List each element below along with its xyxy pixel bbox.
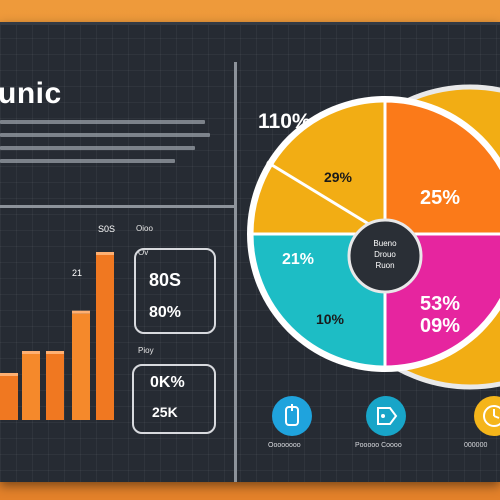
clock-icon[interactable] [474,396,500,436]
small-label-1: Oioo [136,224,153,233]
bar [0,376,18,420]
pie-divider [266,160,386,236]
bar-cap [72,310,90,314]
bar [72,313,90,420]
pie-center-text: Ruon [375,261,394,270]
pie-center-hub [347,218,423,294]
vertical-divider [234,62,237,482]
bar-mid-label: 21 [72,268,83,278]
pie-label: 29% [324,169,353,185]
clock-icon-caption: 000000 [464,442,488,449]
power-icon[interactable] [272,396,312,436]
bar-cap [46,351,64,354]
pie-chart: Bueno Drouo Ruon 25% 29% 21% 10% 53%09% [247,84,500,390]
bar [46,354,64,420]
stat-card-1[interactable]: 80S 80% [134,248,216,334]
power-icon-caption: Oooooooo [268,442,301,449]
pie-label: 09% [420,315,460,337]
pie-label: 53% [420,293,460,315]
bar-cap [0,373,18,376]
top-percentage: 110% [258,110,311,133]
horizontal-divider [0,205,236,208]
stat-card-1-value-1: 80S [149,270,182,290]
pie-center-text: Bueno [373,239,397,248]
pie-label: 10% [316,311,345,327]
page-title: unic [0,77,62,110]
top-bar [0,22,500,25]
pie-label: 21% [282,251,314,268]
pie-slice[interactable] [383,99,500,236]
stat-card-2-value-1: 0K% [150,374,185,391]
bar-top-label: S0S [98,224,116,234]
dashboard-panel: unic S0S 21 Oioo Ov Pioy 80S 80% 0K% 25K… [0,22,500,482]
bar [96,255,114,420]
pie-slice[interactable] [250,99,387,236]
tag-icon[interactable] [366,396,406,436]
bar-chart [0,252,114,420]
stat-card-2-value-2: 25K [152,404,178,420]
stat-card-1-value-2: 80% [149,304,182,321]
tag-icon-caption: Pooooo Coooo [355,442,402,449]
bar-cap [22,351,40,354]
stat-card-2[interactable]: 0K% 25K [132,364,216,434]
bar [22,354,40,420]
small-label-3: Pioy [138,346,154,355]
bar-cap [96,252,114,255]
pie-center-text: Drouo [374,250,396,259]
description-text [0,120,212,172]
pie-label: 25% [420,187,460,209]
